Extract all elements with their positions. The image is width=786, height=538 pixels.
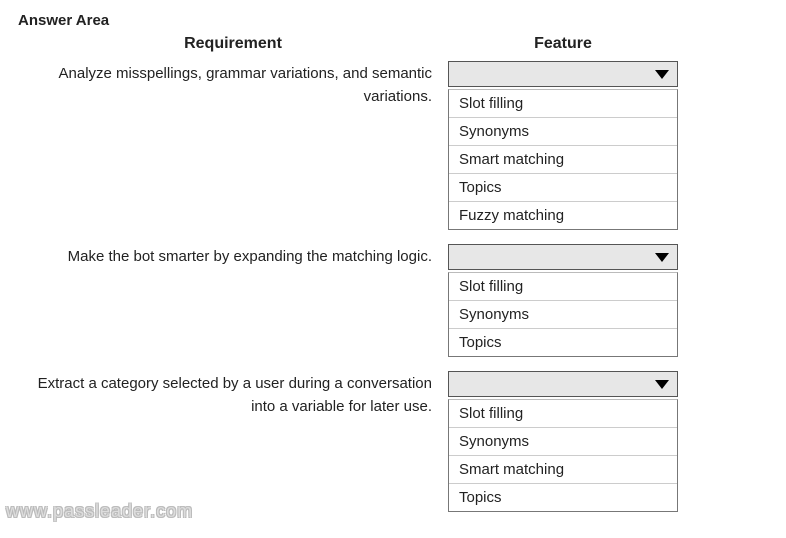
dropdown-option[interactable]: Topics: [449, 329, 677, 356]
dropdown-option[interactable]: Topics: [449, 484, 677, 511]
requirement-text: Make the bot smarter by expanding the ma…: [18, 244, 448, 269]
feature-dropdown[interactable]: [448, 371, 678, 397]
dropdown-option[interactable]: Topics: [449, 174, 677, 202]
dropdown-option[interactable]: Slot filling: [449, 400, 677, 428]
dropdown-option[interactable]: Smart matching: [449, 146, 677, 174]
dropdown-option[interactable]: Slot filling: [449, 90, 677, 118]
dropdown-options: Slot filling Synonyms Smart matching Top…: [448, 89, 678, 230]
chevron-down-icon: [655, 253, 669, 262]
dropdown-option[interactable]: Fuzzy matching: [449, 202, 677, 229]
requirement-row: Make the bot smarter by expanding the ma…: [18, 244, 768, 357]
feature-dropdown[interactable]: [448, 61, 678, 87]
requirement-text: Extract a category selected by a user du…: [18, 371, 448, 418]
dropdown-option[interactable]: Synonyms: [449, 428, 677, 456]
chevron-down-icon: [655, 70, 669, 79]
chevron-down-icon: [655, 380, 669, 389]
dropdown-option[interactable]: Synonyms: [449, 118, 677, 146]
requirement-row: Extract a category selected by a user du…: [18, 371, 768, 512]
watermark-text: www.passleader.com: [6, 501, 193, 522]
dropdown-options: Slot filling Synonyms Topics: [448, 272, 678, 357]
feature-column: Slot filling Synonyms Topics: [448, 244, 678, 357]
dropdown-option[interactable]: Slot filling: [449, 273, 677, 301]
feature-dropdown[interactable]: [448, 244, 678, 270]
feature-header: Feature: [448, 35, 678, 53]
column-headers: Requirement Feature: [18, 35, 768, 53]
dropdown-option[interactable]: Smart matching: [449, 456, 677, 484]
answer-area-title: Answer Area: [18, 12, 768, 29]
requirement-row: Analyze misspellings, grammar variations…: [18, 61, 768, 230]
feature-column: Slot filling Synonyms Smart matching Top…: [448, 371, 678, 512]
dropdown-options: Slot filling Synonyms Smart matching Top…: [448, 399, 678, 512]
feature-column: Slot filling Synonyms Smart matching Top…: [448, 61, 678, 230]
dropdown-option[interactable]: Synonyms: [449, 301, 677, 329]
requirement-text: Analyze misspellings, grammar variations…: [18, 61, 448, 108]
requirement-header: Requirement: [18, 35, 448, 53]
